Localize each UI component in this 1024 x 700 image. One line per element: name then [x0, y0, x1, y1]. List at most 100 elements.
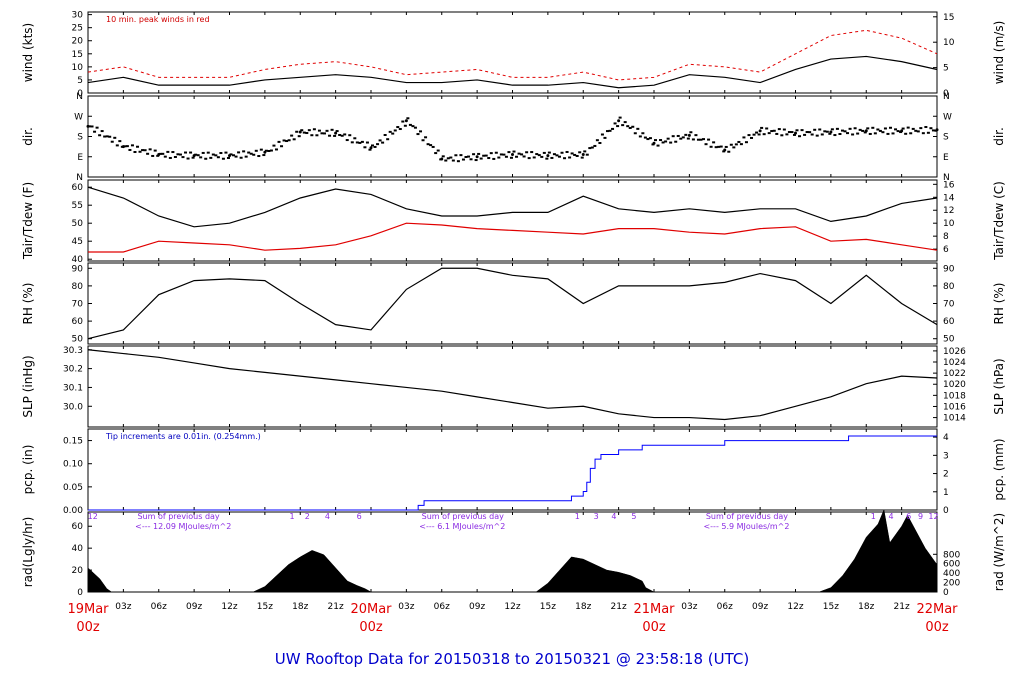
- dir-data-point: [121, 145, 125, 149]
- dir-point: [343, 133, 347, 136]
- dir-point: [661, 141, 665, 144]
- radiation-hour-mark: 4: [325, 512, 330, 521]
- dir-point: [247, 151, 251, 154]
- right-tick-label: N: [943, 92, 950, 102]
- radiation-hour-mark: 4: [888, 512, 893, 521]
- dir-point: [429, 144, 433, 147]
- dir-data-point: [723, 148, 727, 152]
- dir-point: [93, 130, 97, 133]
- left-tick-label: 10: [72, 63, 84, 73]
- left-tick-label: 30.3: [63, 346, 83, 356]
- dir-point: [552, 153, 556, 156]
- dir-point: [929, 127, 933, 130]
- dir-point: [158, 152, 162, 155]
- dir-point: [431, 145, 435, 148]
- dir-point: [888, 126, 892, 129]
- dir-data-point: [228, 154, 231, 158]
- dir-point: [146, 152, 150, 155]
- dir-point: [722, 150, 726, 153]
- right-tick-label: N: [943, 173, 950, 183]
- dir-point: [469, 158, 473, 161]
- dir-point: [846, 132, 850, 135]
- dir-point: [712, 141, 716, 144]
- dir-point: [714, 146, 718, 149]
- dir-point: [517, 152, 521, 155]
- dir-point: [818, 128, 822, 131]
- left-tick-label: 0.05: [63, 483, 83, 493]
- dir-point: [416, 133, 420, 136]
- left-tick-label: 25: [72, 24, 83, 34]
- dir-point: [168, 156, 172, 159]
- right-tick-label: 600: [943, 560, 960, 570]
- dir-point: [161, 152, 165, 155]
- dir-point: [184, 151, 188, 154]
- dir-point: [504, 155, 508, 158]
- dir-point: [424, 136, 428, 139]
- dir-point: [909, 132, 913, 135]
- left-tick-label: 80: [72, 282, 84, 292]
- time-hour-label: 03z: [115, 602, 131, 612]
- series-line-0: [87, 55, 938, 89]
- right-tick-label: 0: [943, 89, 949, 99]
- left-tick-label: 70: [72, 300, 84, 310]
- radiation-hour-mark: 1: [289, 512, 294, 521]
- dir-point: [838, 133, 842, 136]
- dir-point: [467, 155, 471, 158]
- dir-point: [451, 159, 455, 162]
- dir-point: [123, 145, 127, 148]
- time-day-label: 22Mar: [916, 602, 958, 617]
- dir-point: [325, 129, 329, 132]
- dir-point: [269, 149, 273, 152]
- dir-point: [95, 126, 99, 129]
- dir-point: [287, 139, 291, 142]
- right-tick-label: 5: [943, 64, 949, 74]
- dir-data-point: [829, 130, 833, 134]
- time-hour-label: 12z: [504, 602, 520, 612]
- dir-point: [214, 154, 218, 157]
- right-tick-label: 70: [943, 300, 955, 310]
- dir-point: [747, 134, 751, 137]
- panel-frame: [87, 11, 938, 94]
- dir-point: [353, 137, 357, 140]
- dir-point: [674, 140, 678, 143]
- dir-point: [201, 151, 205, 154]
- dir-point: [219, 152, 223, 155]
- dir-point: [322, 132, 326, 135]
- y-axis-label-right: Tair/Tdew (C): [992, 181, 1006, 261]
- dir-point: [489, 152, 493, 155]
- dir-point: [515, 155, 519, 158]
- dir-point: [886, 132, 890, 135]
- dir-point: [757, 133, 761, 136]
- dir-point: [436, 149, 440, 152]
- dir-point: [891, 132, 895, 135]
- right-tick-label: 4: [943, 433, 949, 443]
- dir-data-point: [440, 157, 444, 161]
- dir-point: [828, 132, 832, 135]
- dir-data-point: [511, 153, 514, 156]
- time-hour-label: 06z: [717, 602, 733, 612]
- dir-point: [292, 138, 296, 141]
- dir-point: [565, 150, 569, 153]
- dir-point: [568, 156, 572, 159]
- dir-point: [383, 134, 387, 137]
- dir-point: [464, 156, 468, 159]
- dir-point: [335, 130, 339, 133]
- dir-point: [434, 152, 438, 155]
- dir-point: [782, 128, 786, 131]
- dir-point: [626, 125, 630, 128]
- right-tick-label: 14: [943, 193, 955, 203]
- radiation-hour-mark: 3: [594, 512, 599, 521]
- dir-point: [171, 151, 175, 154]
- time-hour-label: 06z: [434, 602, 450, 612]
- dir-point: [600, 133, 604, 136]
- dir-point: [153, 149, 157, 152]
- dir-point: [689, 131, 693, 134]
- dir-point: [226, 156, 230, 159]
- right-tick-label: 800: [943, 550, 960, 560]
- left-tick-label: 0.00: [63, 506, 83, 516]
- dir-point: [810, 133, 814, 136]
- dir-point: [815, 134, 819, 137]
- dir-point: [234, 155, 238, 158]
- panel-rh: 50 60 70 80 90 50 60 70 80 90 RH (%) RH (%): [21, 262, 1006, 345]
- dir-point: [300, 129, 304, 132]
